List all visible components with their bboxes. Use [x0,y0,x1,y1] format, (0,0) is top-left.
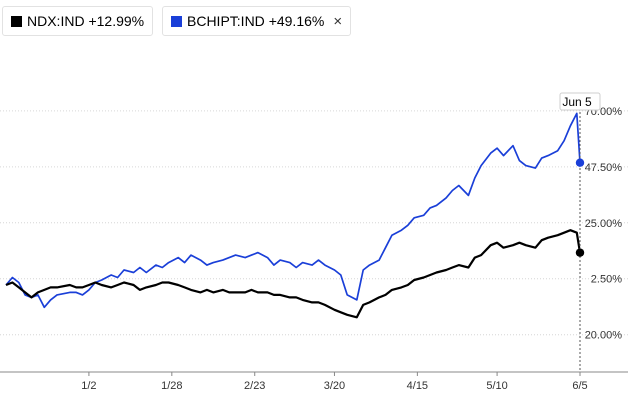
x-tick-label: 4/15 [407,380,428,392]
x-tick-label: 6/5 [572,380,587,392]
y-tick-label: 25.00% [585,218,623,230]
series-line-ndx-ind [5,229,582,319]
series-line-bchipt-ind [5,112,581,309]
y-tick-label: 47.50% [585,162,623,174]
bchipt-color-swatch [171,15,182,27]
hover-date-label: Jun 5 [562,95,592,109]
y-tick-label: 2.50% [591,274,622,286]
hover-layer: Jun 5 [559,92,601,372]
close-icon[interactable]: × [333,12,343,30]
x-tick-label: 1/28 [161,380,182,392]
series-end-marker-bchipt-ind [575,158,585,167]
y-axis: 70.00%47.50%25.00%2.50%20.00% [585,106,623,342]
ndx-change: +12.99% [88,13,145,29]
x-tick-label: 2/23 [244,380,265,392]
legend-item-bchipt[interactable]: BCHIPT:IND +49.16% × [162,6,352,36]
series-end-marker-ndx-ind [575,248,585,257]
series-layer [5,112,582,319]
ndx-symbol: NDX:IND [27,13,85,29]
x-tick-label: 5/10 [486,380,507,392]
bchipt-symbol: BCHIPT:IND [187,13,265,29]
hover-date-badge [559,92,601,111]
x-tick-label: 3/20 [324,380,345,392]
x-tick-label: 1/2 [81,380,96,392]
x-axis: 1/2 1/28 2/23 3/20 4/15 5/10 6/5 [0,371,628,392]
ndx-color-swatch [11,15,22,27]
y-tick-label: 20.00% [585,330,623,342]
chart-grid [0,110,628,336]
bchipt-change: +49.16% [268,13,325,29]
legend-item-ndx[interactable]: NDX:IND +12.99% [2,6,154,36]
